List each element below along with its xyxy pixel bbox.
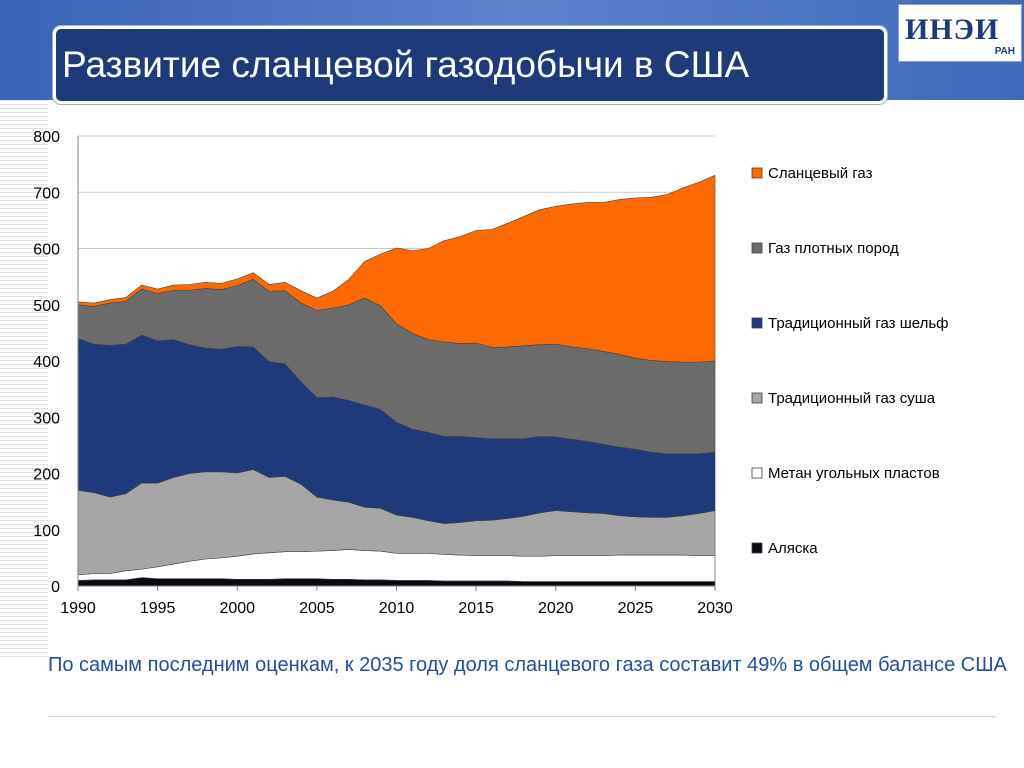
legend-swatch-3 <box>751 317 763 329</box>
chart-axes: 0 100 200 300 400 500 600 700 800 1990 1995 2000 200… <box>33 129 733 617</box>
slide-title: Развитие сланцевой газодобычи в США <box>62 44 750 85</box>
x-tick-label: 1995 <box>140 600 176 617</box>
legend-swatch-5 <box>751 167 763 179</box>
x-tick-label: 1990 <box>60 600 96 617</box>
stacked-area-chart: 0 100 200 300 400 500 600 700 800 1990 1995 2000 200… <box>33 129 949 617</box>
chart-areas <box>77 174 716 587</box>
legend-swatch-4 <box>751 242 763 254</box>
slide-caption: По самым последним оценкам, к 2035 году … <box>48 654 1007 676</box>
legend-label-4: Газ плотных пород <box>768 240 899 257</box>
legend-label-1: Метан угольных пластов <box>768 465 940 482</box>
y-tick-label: 700 <box>33 185 60 202</box>
legend-swatch-2 <box>751 392 763 404</box>
decorative-lines <box>0 100 48 660</box>
bottom-divider <box>48 716 996 717</box>
y-tick-label: 800 <box>33 129 60 146</box>
y-tick-label: 0 <box>51 579 60 596</box>
x-tick-label: 2010 <box>379 600 415 617</box>
chart-legend: Сланцевый газ Газ плотных пород Традиционн… <box>751 165 949 557</box>
legend-swatch-0 <box>751 542 763 554</box>
y-tick-label: 400 <box>33 354 60 371</box>
x-tick-label: 2020 <box>538 600 574 617</box>
x-tick-label: 2005 <box>299 600 335 617</box>
legend-label-2: Традиционный газ суша <box>768 390 936 407</box>
logo-text: ИНЭИ <box>905 13 1000 46</box>
y-tick-label: 200 <box>33 467 60 484</box>
y-tick-label: 100 <box>33 523 60 540</box>
x-tick-label: 2015 <box>458 600 494 617</box>
legend-swatch-1 <box>751 467 763 479</box>
legend-label-0: Аляска <box>768 540 818 557</box>
y-tick-label: 300 <box>33 410 60 427</box>
logo-sub: РАН <box>994 46 1015 57</box>
x-tick-label: 2030 <box>697 600 733 617</box>
y-tick-label: 600 <box>33 242 60 259</box>
x-tick-label: 2000 <box>219 600 255 617</box>
y-tick-label: 500 <box>33 298 60 315</box>
title-box: Развитие сланцевой газодобычи в США <box>53 26 887 104</box>
x-tick-label: 2025 <box>618 600 654 617</box>
legend-label-5: Сланцевый газ <box>768 165 873 182</box>
logo: ИНЭИ РАН <box>898 4 1022 62</box>
legend-label-3: Традиционный газ шельф <box>768 315 949 332</box>
area-series-5 <box>77 174 716 363</box>
